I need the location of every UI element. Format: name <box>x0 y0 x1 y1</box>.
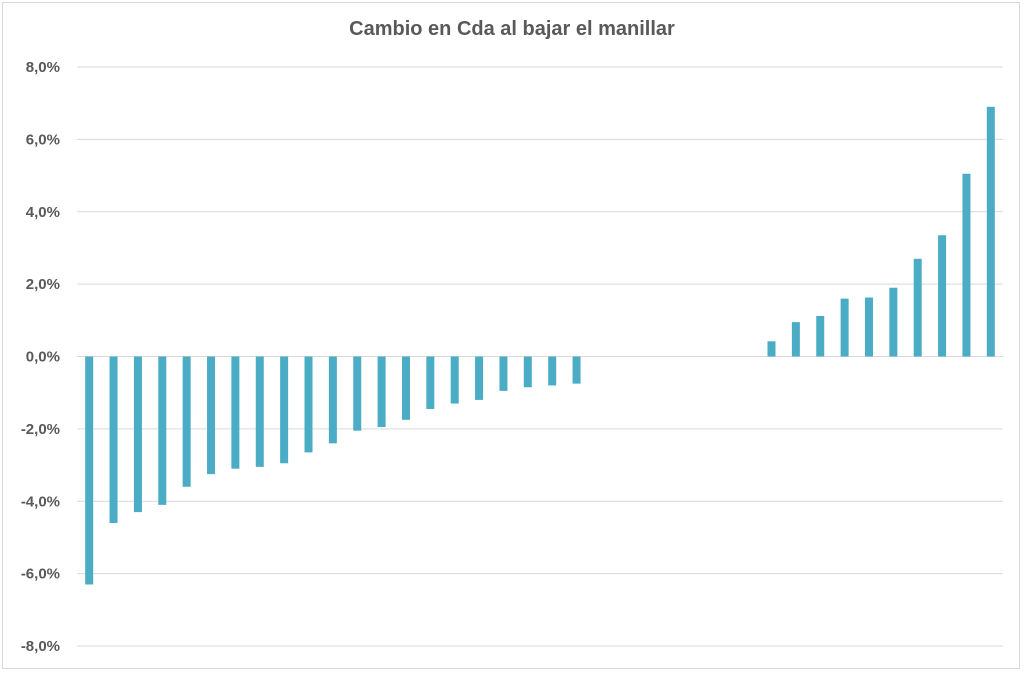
bar <box>328 356 337 444</box>
y-tick-label: -8,0% <box>21 638 60 655</box>
bar <box>280 356 289 464</box>
chart-title: Cambio en Cda al bajar el manillar <box>349 18 675 40</box>
bar <box>889 287 898 357</box>
bar <box>450 356 459 404</box>
bar <box>207 356 216 475</box>
bar <box>840 298 849 357</box>
bar <box>548 356 557 386</box>
y-tick-label: 6,0% <box>26 131 60 148</box>
bar <box>304 356 313 453</box>
bar <box>816 315 825 357</box>
bar <box>572 356 581 384</box>
bar <box>182 356 191 487</box>
bar <box>401 356 410 420</box>
bar <box>255 356 264 467</box>
bar <box>231 356 240 469</box>
bar <box>986 106 995 357</box>
bar <box>523 356 532 388</box>
bar <box>791 322 800 357</box>
bars <box>85 106 995 585</box>
bar <box>158 356 167 505</box>
bar <box>475 356 484 400</box>
bar <box>864 297 873 357</box>
bar <box>377 356 386 428</box>
y-tick-label: -2,0% <box>21 421 60 438</box>
grid-lines <box>77 66 1003 647</box>
bar <box>938 235 947 357</box>
bar <box>353 356 362 431</box>
bar <box>426 356 435 409</box>
bar <box>85 356 94 585</box>
bar <box>767 341 776 357</box>
bar <box>109 356 118 523</box>
bar <box>962 173 971 357</box>
bar <box>913 258 922 357</box>
y-tick-label: 4,0% <box>26 204 60 221</box>
bar <box>499 356 508 391</box>
y-tick-label: 8,0% <box>26 59 60 76</box>
y-tick-label: 0,0% <box>26 349 60 366</box>
bar <box>133 356 142 513</box>
y-axis-tick-labels: 8,0% 6,0% 4,0% 2,0% 0,0% -2,0% -4,0% -6,0% -8,0% <box>21 59 60 655</box>
y-tick-label: -6,0% <box>21 566 60 583</box>
y-tick-label: 2,0% <box>26 276 60 293</box>
y-tick-label: -4,0% <box>21 493 60 510</box>
